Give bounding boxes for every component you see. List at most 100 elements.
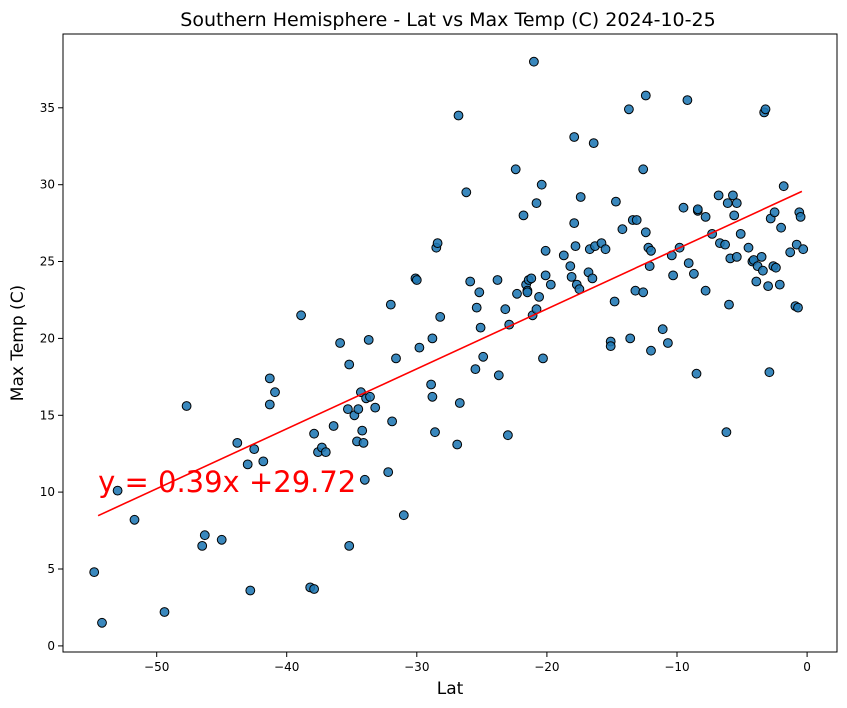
y-axis-title: Max Temp (C) — [8, 285, 28, 401]
data-point — [771, 262, 781, 273]
data-point — [383, 467, 394, 478]
data-point — [500, 304, 511, 315]
data-point — [575, 192, 586, 202]
data-point — [630, 285, 641, 296]
data-point — [721, 427, 732, 438]
data-point — [769, 207, 780, 218]
data-point — [478, 351, 489, 362]
data-point — [470, 364, 481, 375]
data-point — [529, 56, 539, 67]
data-point — [646, 345, 656, 356]
data-point — [353, 404, 364, 415]
data-point — [358, 438, 369, 448]
data-point — [391, 353, 401, 364]
data-point — [427, 391, 438, 402]
data-point — [385, 299, 396, 310]
data-point — [453, 110, 464, 121]
regression-line — [97, 190, 803, 517]
data-point — [452, 439, 463, 450]
data-point — [646, 245, 656, 256]
data-point — [682, 95, 693, 105]
data-point — [534, 292, 544, 302]
data-point — [335, 338, 346, 348]
x-axis-title: Lat — [437, 679, 464, 699]
data-point — [461, 187, 472, 198]
data-point — [510, 164, 521, 175]
data-point — [617, 224, 628, 235]
x-tick-label: −20 — [534, 660, 559, 674]
data-point — [465, 276, 476, 287]
data-point — [112, 485, 123, 496]
data-point — [743, 242, 754, 253]
data-point — [689, 268, 699, 279]
y-tick-label: 5 — [47, 562, 55, 576]
data-point — [454, 398, 465, 408]
data-point — [522, 287, 533, 298]
data-point — [728, 190, 738, 201]
regression-equation: y = 0.39x +29.72 — [98, 465, 356, 499]
data-point — [691, 368, 702, 379]
y-tick-label: 0 — [47, 639, 55, 653]
regression-layer: y = 0.39x +29.72 — [97, 190, 803, 517]
data-point — [700, 285, 711, 296]
data-point — [365, 391, 375, 402]
data-point — [264, 399, 275, 410]
data-point — [570, 241, 581, 252]
data-point — [503, 430, 513, 441]
y-tick-label: 20 — [40, 331, 55, 345]
data-point — [735, 229, 746, 239]
data-point — [540, 245, 551, 256]
y-tick-label: 35 — [40, 101, 55, 115]
data-point — [427, 333, 438, 344]
data-point — [729, 210, 740, 221]
data-point — [625, 333, 636, 344]
x-tick-label: −30 — [404, 660, 429, 674]
data-point — [398, 510, 409, 521]
data-point — [309, 428, 320, 439]
data-point — [724, 299, 734, 310]
chart-title: Southern Hemisphere - Lat vs Max Temp (C… — [180, 9, 715, 31]
data-points — [89, 56, 809, 628]
data-point — [692, 204, 703, 215]
data-point — [774, 279, 785, 290]
data-point — [518, 210, 529, 221]
data-point — [640, 227, 651, 238]
data-point — [587, 273, 598, 284]
data-point — [363, 335, 374, 345]
data-point — [343, 404, 353, 415]
data-point — [722, 198, 733, 209]
data-point — [199, 530, 210, 541]
data-point — [638, 164, 649, 175]
data-point — [296, 310, 307, 321]
data-point — [344, 359, 355, 370]
data-point — [387, 416, 398, 427]
data-point — [663, 338, 673, 348]
data-point — [713, 190, 724, 201]
data-point — [678, 202, 689, 213]
data-point — [411, 275, 422, 285]
data-point — [611, 196, 621, 207]
data-point — [668, 270, 678, 281]
x-tick-label: −50 — [144, 660, 169, 674]
data-point — [720, 239, 730, 250]
data-point — [545, 279, 556, 290]
data-point — [512, 288, 522, 299]
x-tick-label: 0 — [803, 660, 811, 674]
data-point — [763, 281, 773, 292]
data-point — [344, 541, 355, 551]
data-point — [320, 447, 331, 458]
data-point — [270, 387, 280, 398]
x-tick-label: −40 — [274, 660, 299, 674]
data-point — [798, 244, 809, 255]
data-point — [600, 244, 611, 255]
data-point — [197, 541, 208, 551]
data-point — [731, 198, 742, 209]
data-point — [760, 104, 771, 115]
data-point — [785, 247, 796, 258]
data-point — [531, 198, 542, 209]
data-point — [471, 302, 482, 313]
data-point — [435, 312, 446, 322]
data-point — [328, 421, 339, 431]
data-point — [249, 444, 260, 455]
